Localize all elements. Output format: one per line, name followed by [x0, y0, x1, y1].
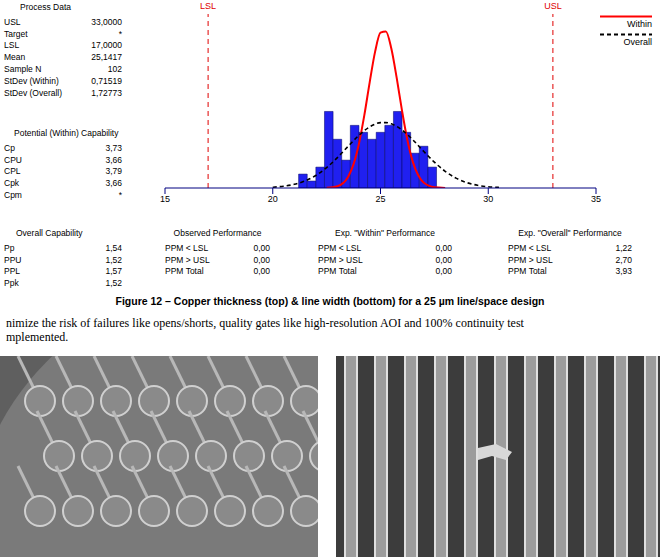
html-text:Overall Capability: Overall Capability [16, 228, 83, 238]
html-text:nimize the risk of failures li: nimize the risk of failures like opens/s… [6, 316, 524, 330]
html-text:Exp. "Within" Performance: Exp. "Within" Performance [335, 228, 435, 238]
svg-text:35: 35 [591, 194, 601, 204]
html-text:Mean: Mean [4, 52, 26, 63]
html-text:PPM > USL: PPM > USL [318, 254, 363, 265]
html-text:33,0000: 33,0000 [91, 16, 122, 27]
html-text:Overall: Overall [623, 37, 652, 47]
svg-text:25: 25 [375, 194, 385, 204]
html-text:LSL: LSL [4, 40, 20, 51]
html-text:1,72773: 1,72773 [91, 87, 122, 98]
html-text:Cpm: Cpm [4, 190, 22, 200]
html-text:0,71519: 0,71519 [91, 75, 122, 86]
html-text:3,79: 3,79 [105, 166, 122, 177]
html-text:1,54: 1,54 [105, 242, 122, 253]
html-text:Within: Within [627, 19, 652, 29]
svg-text:20: 20 [268, 194, 278, 204]
html-text:Process Data: Process Data [20, 2, 71, 12]
html-text:1,57: 1,57 [105, 266, 122, 277]
html-text:Target: Target [4, 28, 28, 39]
html-text:PPM Total: PPM Total [165, 266, 204, 277]
html-text:17,0000: 17,0000 [91, 40, 122, 51]
html-text:Figure 12 – Copper thickness (: Figure 12 – Copper thickness (top) & lin… [115, 295, 545, 307]
html-text:PPM < LSL: PPM < LSL [508, 242, 552, 253]
html-text:PPM < LSL: PPM < LSL [165, 242, 209, 253]
html-text:0,00: 0,00 [435, 266, 452, 277]
html-text:0,00: 0,00 [435, 254, 452, 265]
html-text:Pp: Pp [4, 242, 15, 253]
html-text:CPU: CPU [4, 154, 22, 165]
html-text:3,73: 3,73 [105, 142, 122, 153]
html-text:PPM Total: PPM Total [318, 266, 357, 277]
html-text:Potential (Within) Capability: Potential (Within) Capability [14, 128, 119, 138]
html-text:0,00: 0,00 [253, 266, 270, 277]
html-text:Cp: Cp [4, 142, 15, 153]
html-text:mplemented.: mplemented. [6, 330, 69, 344]
html-text:PPM < LSL: PPM < LSL [318, 242, 362, 253]
html-text:StDev (Within): StDev (Within) [4, 75, 59, 86]
html-text:102: 102 [107, 64, 122, 74]
svg-text:30: 30 [483, 194, 493, 204]
html-text:0,00: 0,00 [253, 242, 270, 253]
html-text:USL: USL [4, 16, 21, 27]
html-text:1,52: 1,52 [105, 278, 122, 289]
html-text:Sample N: Sample N [4, 64, 42, 74]
html-text:25,1417: 25,1417 [91, 52, 122, 63]
html-text:StDev (Overall): StDev (Overall) [4, 87, 63, 98]
html-text:1,52: 1,52 [105, 254, 122, 265]
html-text:Observed Performance: Observed Performance [173, 228, 262, 238]
svg-text:15: 15 [160, 194, 170, 204]
html-text:3,66: 3,66 [105, 178, 122, 189]
html-text:3,93: 3,93 [615, 266, 632, 277]
html-text:PPM Total: PPM Total [508, 266, 547, 277]
html-text:1,22: 1,22 [615, 242, 632, 253]
svg-text:LSL: LSL [200, 1, 216, 11]
svg-text:USL: USL [544, 1, 562, 11]
html-text:0,00: 0,00 [435, 242, 452, 253]
html-text:3,66: 3,66 [105, 154, 122, 165]
html-text:Cpk: Cpk [4, 178, 20, 189]
html-text:PPU: PPU [4, 254, 22, 265]
html-text:Exp. "Overall" Performance: Exp. "Overall" Performance [518, 228, 622, 238]
html-text:0,00: 0,00 [253, 254, 270, 265]
html-text:CPL: CPL [4, 166, 21, 177]
html-text:Ppk: Ppk [4, 278, 19, 289]
html-text:PPM > USL: PPM > USL [165, 254, 210, 265]
html-text:PPM > USL: PPM > USL [508, 254, 553, 265]
html-text:PPL: PPL [4, 266, 21, 277]
html-text:2,70: 2,70 [615, 254, 632, 265]
